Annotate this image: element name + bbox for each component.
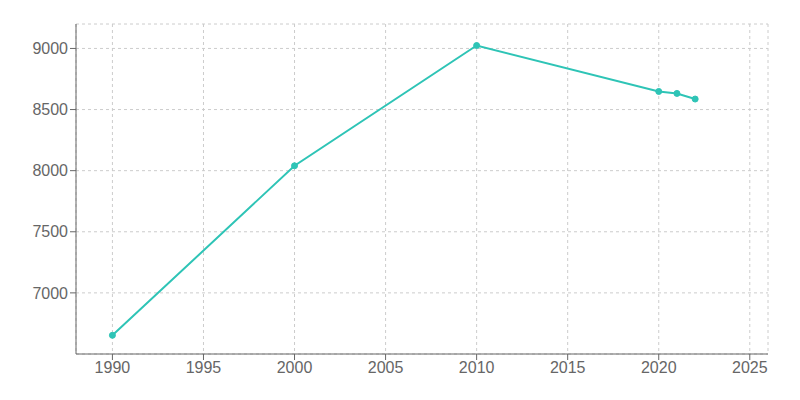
svg-text:2020: 2020	[641, 359, 677, 376]
svg-text:8000: 8000	[32, 162, 68, 179]
svg-text:1990: 1990	[95, 359, 131, 376]
svg-text:7500: 7500	[32, 223, 68, 240]
svg-text:1995: 1995	[186, 359, 222, 376]
svg-text:8500: 8500	[32, 101, 68, 118]
svg-text:7000: 7000	[32, 285, 68, 302]
svg-text:2025: 2025	[732, 359, 768, 376]
svg-text:2000: 2000	[277, 359, 313, 376]
svg-text:9000: 9000	[32, 40, 68, 57]
svg-text:2010: 2010	[459, 359, 495, 376]
svg-text:2015: 2015	[550, 359, 586, 376]
svg-text:2005: 2005	[368, 359, 404, 376]
